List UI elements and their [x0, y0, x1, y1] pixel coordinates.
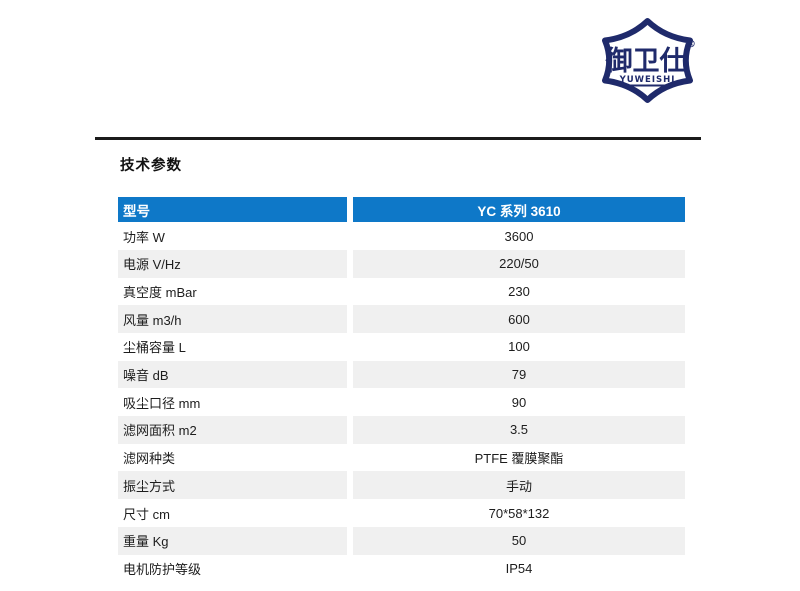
table-row: 滤网面积 m2 3.5: [118, 416, 685, 444]
column-divider: [347, 471, 353, 500]
brand-logo: 御卫仕 ® YUWEISHI: [595, 18, 700, 103]
column-divider: [347, 554, 353, 583]
column-divider: [347, 222, 353, 250]
param-name-cell: 风量 m3/h: [118, 305, 347, 334]
param-value-cell: 50: [353, 526, 685, 555]
param-name-cell: 振尘方式: [118, 471, 347, 500]
param-value-cell: 3.5: [353, 416, 685, 444]
column-divider: [347, 416, 353, 444]
param-value-cell: 90: [511, 394, 527, 410]
section-heading: 技术参数: [120, 158, 182, 174]
logo-chinese-text: 御卫仕: [605, 46, 687, 77]
spec-table: 型号 YC 系列 3610 功率 W 3600 电源 V/Hz 220/50 真…: [118, 197, 685, 583]
param-name-cell: 吸尘口径 mm: [123, 395, 201, 411]
param-value-cell: IP54: [505, 560, 533, 576]
param-name-cell: 噪音 dB: [118, 360, 347, 389]
param-value-cell: 100: [508, 339, 530, 355]
column-divider: [347, 197, 353, 223]
badge-outline-shape: [602, 18, 693, 103]
param-name-cell: 滤网面积 m2: [118, 416, 347, 444]
table-row: 真空度 mBar 230: [118, 277, 685, 306]
param-value-cell: 600: [353, 305, 685, 334]
column-divider: [347, 499, 353, 527]
table-row: 风量 m3/h 600: [118, 305, 685, 334]
header-value-cell: YC 系列 3610: [353, 197, 685, 223]
logo-underline: [619, 84, 676, 87]
param-value-cell: 79: [353, 360, 685, 389]
column-divider: [347, 277, 353, 306]
column-divider: [347, 333, 353, 361]
table-row: 吸尘口径 mm 90: [118, 388, 685, 417]
param-name-cell: 电机防护等级: [123, 561, 202, 577]
param-value-cell: 3600: [504, 228, 534, 244]
table-row: 重量 Kg 50: [118, 526, 685, 555]
column-divider: [347, 443, 353, 472]
param-value-cell: 230: [508, 284, 530, 300]
column-divider: [347, 360, 353, 389]
column-divider: [347, 388, 353, 417]
table-row: 尺寸 cm 70*58*132: [118, 499, 685, 527]
table-row: 振尘方式 手动: [118, 471, 685, 500]
table-row: 滤网种类 PTFE 覆膜聚酯: [118, 443, 685, 472]
table-header-row: 型号 YC 系列 3610: [118, 197, 685, 223]
param-value-cell: 70*58*132: [488, 505, 550, 521]
param-name-cell: 尘桶容量 L: [123, 340, 186, 356]
header-param-cell: 型号: [118, 197, 347, 223]
param-name-cell: 电源 V/Hz: [118, 249, 347, 278]
table-row: 功率 W 3600: [118, 222, 685, 250]
param-name-cell: 重量 Kg: [118, 526, 347, 555]
column-divider: [347, 249, 353, 278]
table-body: 功率 W 3600 电源 V/Hz 220/50 真空度 mBar 230 风量…: [118, 222, 685, 583]
table-row: 噪音 dB 79: [118, 360, 685, 389]
table-row: 电源 V/Hz 220/50: [118, 249, 685, 278]
param-name-cell: 尺寸 cm: [123, 506, 170, 522]
param-value-cell: 220/50: [353, 249, 685, 278]
registered-trademark-icon: ®: [686, 39, 696, 50]
divider-rule: [95, 137, 701, 140]
logo-latin-text: YUWEISHI: [619, 75, 676, 85]
column-divider: [347, 526, 353, 555]
param-name-cell: 功率 W: [123, 229, 165, 245]
table-row: 电机防护等级 IP54: [118, 554, 685, 583]
logo-badge-icon: 御卫仕 ® YUWEISHI: [602, 18, 696, 103]
param-value-cell: PTFE 覆膜聚酯: [474, 451, 564, 467]
param-value-cell: 手动: [353, 471, 685, 500]
param-name-cell: 滤网种类: [123, 451, 176, 467]
param-name-cell: 真空度 mBar: [123, 285, 197, 301]
column-divider: [347, 305, 353, 334]
table-row: 尘桶容量 L 100: [118, 333, 685, 361]
